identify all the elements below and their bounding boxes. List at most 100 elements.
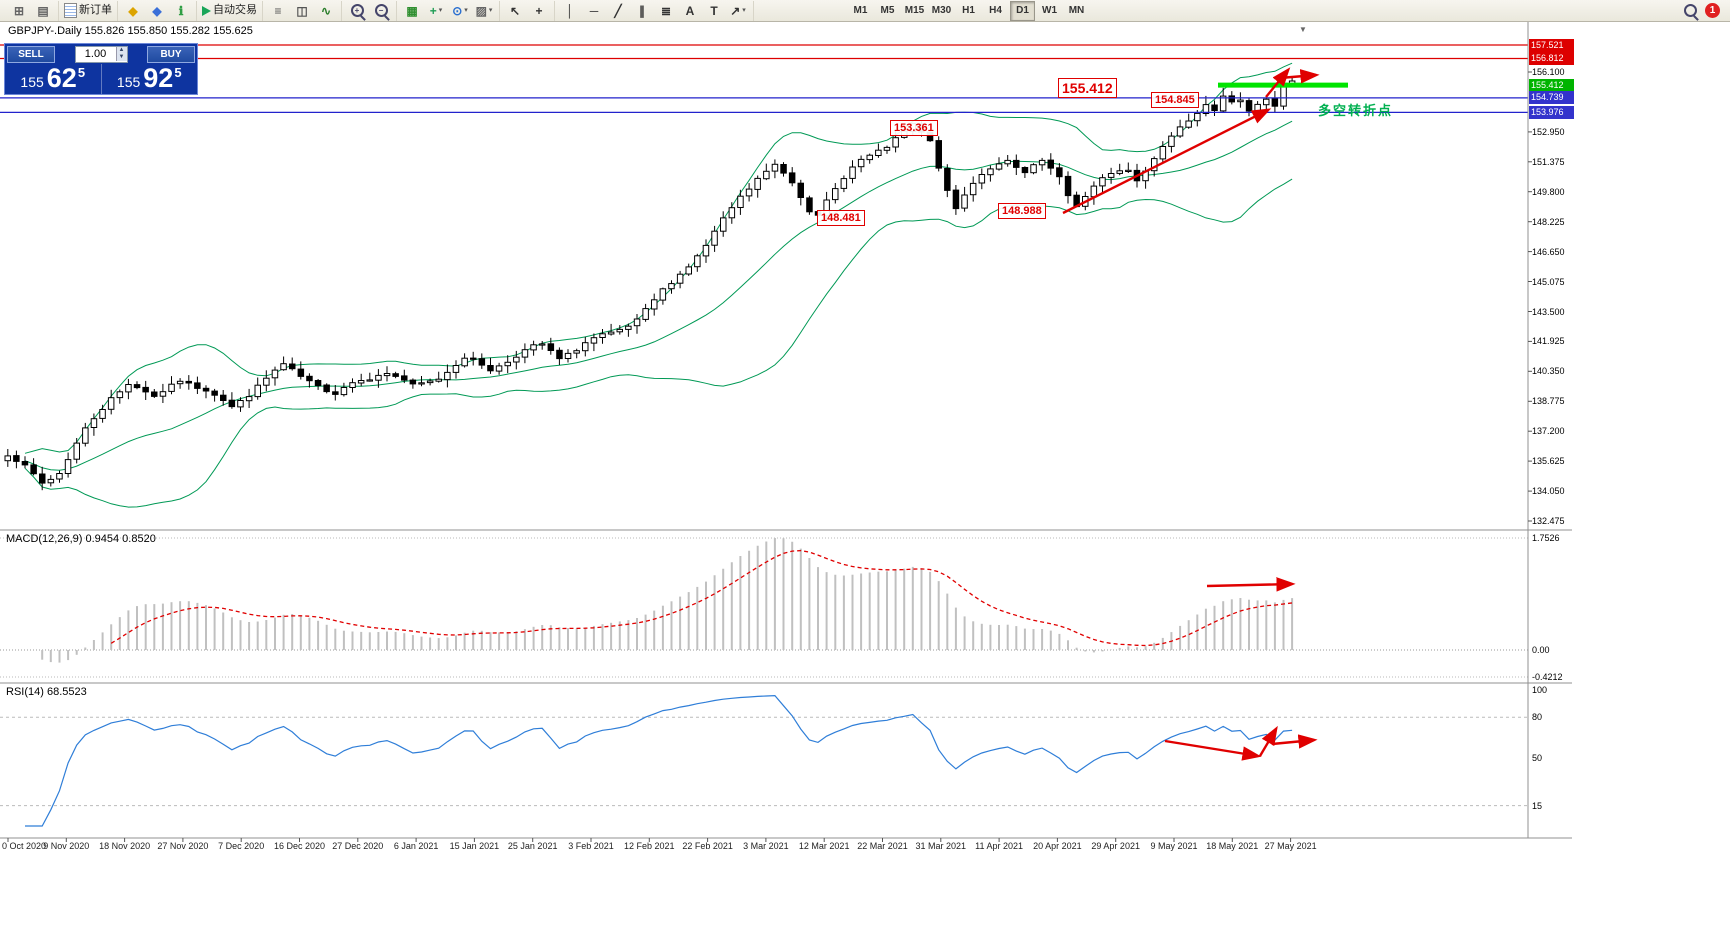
search-icon[interactable]	[1684, 4, 1697, 17]
cn-annotation-text: 多空转折点	[1318, 103, 1394, 118]
arrows-tool-icon: ↗	[730, 3, 741, 18]
timeframe-m1[interactable]: M1	[853, 5, 868, 16]
date-label: 18 May 2021	[1206, 841, 1259, 851]
macd-signal-line	[110, 549, 1293, 647]
trendline-tool-icon[interactable]: ╱	[606, 1, 630, 21]
hline-tool-icon[interactable]: ─	[582, 1, 606, 21]
date-label: 0 Oct 2020	[2, 841, 47, 851]
dropdown-arrow-icon[interactable]: ▾	[438, 7, 443, 14]
fibonacci-tool-icon[interactable]: ≣	[654, 1, 678, 21]
timeframe-m30[interactable]: M30	[931, 5, 952, 16]
price-tick-label: 134.050	[1532, 486, 1565, 497]
date-label: 27 Nov 2020	[157, 841, 209, 851]
buy-button[interactable]: BUY	[147, 45, 195, 63]
volume-stepper[interactable]: ▲ ▼	[74, 45, 128, 63]
date-label: 12 Mar 2021	[798, 841, 850, 851]
date-label: 6 Jan 2021	[393, 841, 439, 851]
chart-window	[0, 22, 1572, 858]
timeframe-m15[interactable]: M15	[904, 5, 925, 16]
chart-symbol: GBPJPY-.Daily	[8, 25, 82, 37]
volume-down-icon[interactable]: ▼	[115, 54, 127, 61]
buy-price[interactable]: 155 92 5	[100, 63, 198, 94]
rsi-scale-label: 50	[1532, 753, 1543, 763]
template-icon[interactable]: ▨ ▾	[472, 1, 496, 21]
price-tick-label: 145.075	[1532, 276, 1565, 287]
periods-icon[interactable]: ⊙ ▾	[448, 1, 472, 21]
new-order-button[interactable]: 新订单	[62, 1, 114, 21]
label-tool-icon[interactable]: T	[702, 1, 726, 21]
dropdown-arrow-icon[interactable]: ▾	[742, 7, 746, 14]
data-window-icon[interactable]: ℹ	[169, 1, 193, 21]
main-price-panel	[0, 44, 1528, 508]
market-watch-icon[interactable]: ◆	[121, 1, 145, 21]
navigator-icon[interactable]: ◆	[145, 1, 169, 21]
toolbar-group: ▦ + ▾ ⊙ ▾ ▨ ▾	[397, 0, 500, 21]
vline-tool-icon[interactable]: │	[558, 1, 582, 21]
new-chart-icon[interactable]: ⊞	[7, 1, 31, 21]
sell-button[interactable]: SELL	[7, 45, 55, 63]
price-annotation[interactable]: 148.481	[817, 210, 865, 227]
price-tick-label: 140.350	[1532, 366, 1565, 377]
notification-badge[interactable]: 1	[1705, 3, 1720, 18]
toolbar-group: ↖ +	[500, 0, 555, 21]
sell-price[interactable]: 155 62 5	[5, 64, 101, 94]
dropdown-arrow-icon[interactable]: ▾	[488, 7, 493, 14]
bollinger-upper-band	[24, 62, 1293, 454]
timeframe-h1[interactable]: H1	[962, 5, 975, 16]
date-label: 22 Mar 2021	[857, 841, 908, 851]
price-tick-label: 143.500	[1532, 306, 1565, 317]
volume-up-icon[interactable]: ▲	[115, 47, 127, 54]
price-tick-label: 151.375	[1532, 156, 1565, 167]
bars-mode-icon[interactable]: ≡	[266, 1, 290, 21]
channel-tool-icon: ∥	[639, 3, 645, 18]
cursor-icon[interactable]: ↖	[503, 1, 527, 21]
line-mode-icon[interactable]: ∿	[314, 1, 338, 21]
channel-tool-icon[interactable]: ∥	[630, 1, 654, 21]
crosshair-icon[interactable]: +	[527, 1, 551, 21]
price-tick-label: 137.200	[1532, 426, 1565, 437]
autotrading-button[interactable]: 自动交易	[200, 1, 259, 21]
macd-scale-label: -0.4212	[1532, 671, 1563, 682]
chart-shift-marker-icon: ▼	[1299, 25, 1307, 34]
bollinger-lower-band	[24, 178, 1293, 508]
zoom-in-icon[interactable]: +	[345, 1, 369, 21]
tile-windows-icon[interactable]: ▦	[400, 1, 424, 21]
candles-mode-icon[interactable]: ◫	[290, 1, 314, 21]
price-annotation[interactable]: 148.988	[998, 203, 1046, 220]
macd-scale-label: 0.00	[1532, 645, 1550, 655]
macd-histogram	[41, 538, 1294, 663]
tile-windows-icon: ▦	[406, 3, 418, 18]
timeframe-m5[interactable]: M5	[880, 5, 895, 16]
buy-price-pips: 92	[143, 63, 174, 94]
timeframe-w1[interactable]: W1	[1042, 5, 1057, 16]
price-tick-label: 156.100	[1532, 67, 1565, 77]
indicators-icon[interactable]: + ▾	[424, 1, 448, 21]
date-label: 12 Feb 2021	[624, 841, 675, 851]
volume-input[interactable]	[75, 47, 116, 61]
data-window-icon: ℹ	[178, 3, 184, 18]
sell-price-main: 155	[20, 73, 44, 90]
timeframe-h4[interactable]: H4	[989, 5, 1002, 16]
date-label: 20 Apr 2021	[1033, 841, 1082, 851]
zoom-out-icon[interactable]: −	[369, 1, 393, 21]
price-annotation[interactable]: 153.361	[890, 120, 938, 137]
label-tool-icon: T	[710, 3, 718, 18]
text-tool-icon[interactable]: A	[678, 1, 702, 21]
rsi-scale-label: 80	[1532, 712, 1543, 723]
dropdown-arrow-icon[interactable]: ▾	[464, 7, 468, 14]
chart-profiles-icon[interactable]: ▤	[31, 1, 55, 21]
price-annotation[interactable]: 154.845	[1151, 92, 1199, 109]
new-chart-icon: ⊞	[13, 3, 25, 18]
price-tick-label: 132.475	[1532, 516, 1565, 526]
toolbar-group: ◆ ◆ ℹ	[118, 0, 197, 21]
timeframe-mn[interactable]: MN	[1068, 5, 1085, 16]
zoom-in-icon: +	[350, 4, 364, 17]
timeframe-d1[interactable]: D1	[1010, 0, 1035, 21]
date-label: 11 Apr 2021	[975, 841, 1024, 851]
price-tick-label: 152.950	[1532, 126, 1565, 137]
chart-ohlc: 155.826 155.850 155.282 155.625	[84, 25, 253, 37]
price-annotation[interactable]: 155.412	[1058, 78, 1117, 99]
annotation-arrows[interactable]	[1062, 67, 1320, 761]
macd-panel	[0, 537, 1528, 678]
arrows-tool-icon[interactable]: ↗ ▾	[726, 1, 750, 21]
